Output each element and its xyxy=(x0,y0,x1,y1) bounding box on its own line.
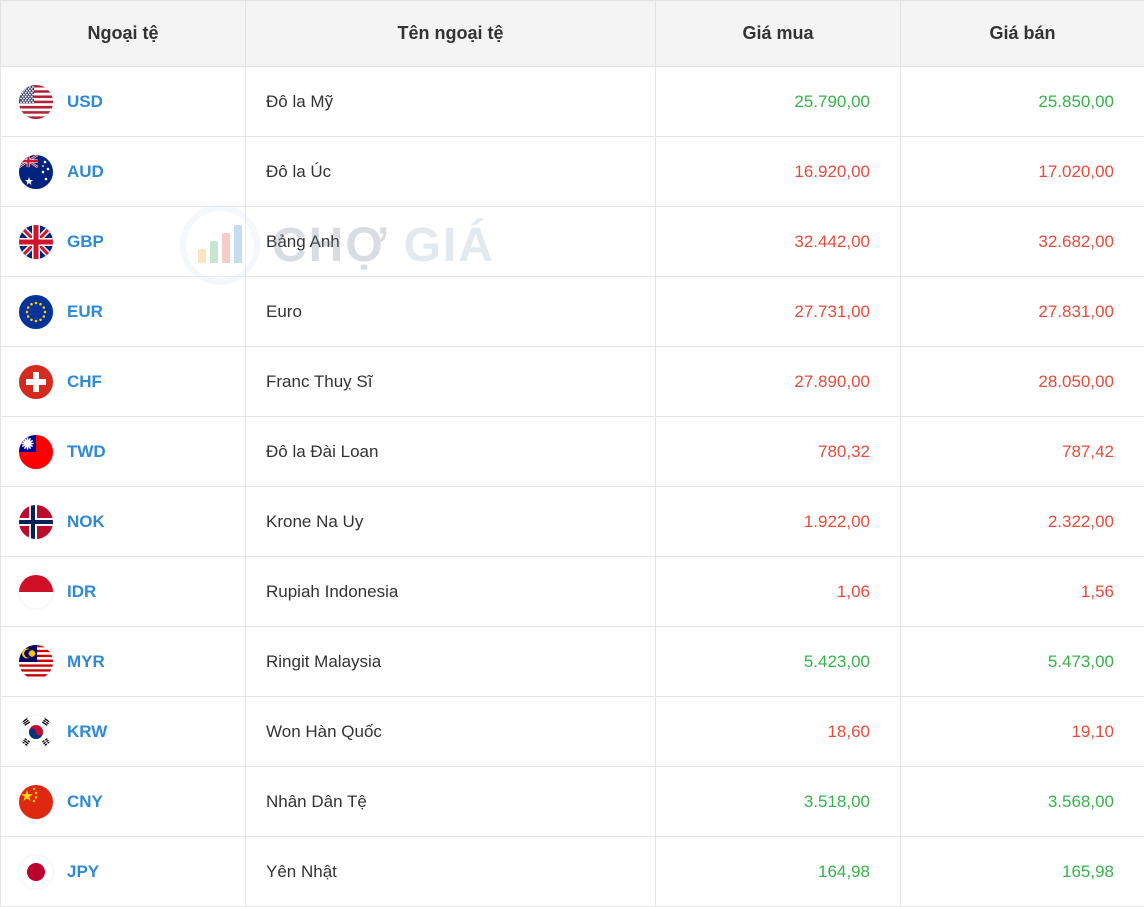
sell-price-cell: 165,98 xyxy=(901,837,1144,907)
currency-cell: EUR xyxy=(1,277,246,347)
table-row: IDR Rupiah Indonesia 1,06 1,56 xyxy=(1,557,1144,627)
flag-icon xyxy=(19,295,53,329)
table-row: MYR Ringit Malaysia 5.423,00 5.473,00 xyxy=(1,627,1144,697)
table-row: CHF Franc Thuỵ Sĩ 27.890,00 28.050,00 xyxy=(1,347,1144,417)
table-row: EUR Euro 27.731,00 27.831,00 xyxy=(1,277,1144,347)
currency-cell: NOK xyxy=(1,487,246,557)
sell-price-cell: 17.020,00 xyxy=(901,137,1144,207)
col-header-buy: Giá mua xyxy=(656,1,901,67)
currency-name-cell: Yên Nhật xyxy=(246,837,656,907)
currency-code-link[interactable]: CNY xyxy=(67,792,103,812)
currency-code-link[interactable]: EUR xyxy=(67,302,103,322)
table-row: NOK Krone Na Uy 1.922,00 2.322,00 xyxy=(1,487,1144,557)
sell-price-cell: 27.831,00 xyxy=(901,277,1144,347)
currency-cell: CHF xyxy=(1,347,246,417)
buy-price-cell: 3.518,00 xyxy=(656,767,901,837)
flag-icon xyxy=(19,365,53,399)
table-row: TWD Đô la Đài Loan 780,32 787,42 xyxy=(1,417,1144,487)
table-row: USD Đô la Mỹ 25.790,00 25.850,00 xyxy=(1,67,1144,137)
exchange-rate-table: Ngoại tệ Tên ngoại tệ Giá mua Giá bán US… xyxy=(0,0,1144,907)
buy-price-cell: 27.731,00 xyxy=(656,277,901,347)
col-header-currency: Ngoại tệ xyxy=(1,1,246,67)
currency-cell: MYR xyxy=(1,627,246,697)
currency-name-cell: Nhân Dân Tệ xyxy=(246,767,656,837)
buy-price-cell: 18,60 xyxy=(656,697,901,767)
flag-icon xyxy=(19,225,53,259)
sell-price-cell: 1,56 xyxy=(901,557,1144,627)
flag-icon xyxy=(19,505,53,539)
sell-price-cell: 3.568,00 xyxy=(901,767,1144,837)
currency-cell: AUD xyxy=(1,137,246,207)
buy-price-cell: 25.790,00 xyxy=(656,67,901,137)
sell-price-cell: 5.473,00 xyxy=(901,627,1144,697)
buy-price-cell: 5.423,00 xyxy=(656,627,901,697)
table-header-row: Ngoại tệ Tên ngoại tệ Giá mua Giá bán xyxy=(1,1,1144,67)
currency-name-cell: Đô la Mỹ xyxy=(246,67,656,137)
col-header-name: Tên ngoại tệ xyxy=(246,1,656,67)
sell-price-cell: 19,10 xyxy=(901,697,1144,767)
flag-icon xyxy=(19,575,53,609)
col-header-sell: Giá bán xyxy=(901,1,1144,67)
currency-name-cell: Bảng Anh xyxy=(246,207,656,277)
table-row: AUD Đô la Úc 16.920,00 17.020,00 xyxy=(1,137,1144,207)
flag-icon xyxy=(19,435,53,469)
currency-name-cell: Đô la Đài Loan xyxy=(246,417,656,487)
currency-code-link[interactable]: AUD xyxy=(67,162,104,182)
currency-code-link[interactable]: USD xyxy=(67,92,103,112)
currency-name-cell: Krone Na Uy xyxy=(246,487,656,557)
flag-icon xyxy=(19,785,53,819)
flag-icon xyxy=(19,855,53,889)
currency-code-link[interactable]: NOK xyxy=(67,512,105,532)
currency-name-cell: Euro xyxy=(246,277,656,347)
currency-name-cell: Won Hàn Quốc xyxy=(246,697,656,767)
currency-cell: GBP xyxy=(1,207,246,277)
currency-code-link[interactable]: TWD xyxy=(67,442,106,462)
exchange-rate-table-container: CHỢ GIÁ Ngoại tệ Tên ngoại tệ Giá mua Gi… xyxy=(0,0,1144,907)
table-row: KRW Won Hàn Quốc 18,60 19,10 xyxy=(1,697,1144,767)
currency-code-link[interactable]: JPY xyxy=(67,862,99,882)
currency-cell: CNY xyxy=(1,767,246,837)
currency-code-link[interactable]: GBP xyxy=(67,232,104,252)
currency-name-cell: Franc Thuỵ Sĩ xyxy=(246,347,656,417)
flag-icon xyxy=(19,85,53,119)
buy-price-cell: 27.890,00 xyxy=(656,347,901,417)
currency-name-cell: Ringit Malaysia xyxy=(246,627,656,697)
sell-price-cell: 787,42 xyxy=(901,417,1144,487)
currency-name-cell: Rupiah Indonesia xyxy=(246,557,656,627)
buy-price-cell: 780,32 xyxy=(656,417,901,487)
buy-price-cell: 16.920,00 xyxy=(656,137,901,207)
buy-price-cell: 1.922,00 xyxy=(656,487,901,557)
buy-price-cell: 32.442,00 xyxy=(656,207,901,277)
currency-cell: IDR xyxy=(1,557,246,627)
buy-price-cell: 164,98 xyxy=(656,837,901,907)
currency-code-link[interactable]: IDR xyxy=(67,582,96,602)
sell-price-cell: 32.682,00 xyxy=(901,207,1144,277)
sell-price-cell: 2.322,00 xyxy=(901,487,1144,557)
currency-cell: USD xyxy=(1,67,246,137)
buy-price-cell: 1,06 xyxy=(656,557,901,627)
currency-name-cell: Đô la Úc xyxy=(246,137,656,207)
currency-code-link[interactable]: KRW xyxy=(67,722,107,742)
table-body: USD Đô la Mỹ 25.790,00 25.850,00 A xyxy=(1,67,1144,907)
sell-price-cell: 28.050,00 xyxy=(901,347,1144,417)
flag-icon xyxy=(19,645,53,679)
table-row: GBP Bảng Anh 32.442,00 32.682,00 xyxy=(1,207,1144,277)
table-row: JPY Yên Nhật 164,98 165,98 xyxy=(1,837,1144,907)
currency-cell: TWD xyxy=(1,417,246,487)
table-row: CNY Nhân Dân Tệ 3.518,00 3.568,00 xyxy=(1,767,1144,837)
flag-icon xyxy=(19,715,53,749)
currency-code-link[interactable]: MYR xyxy=(67,652,105,672)
currency-code-link[interactable]: CHF xyxy=(67,372,102,392)
currency-cell: JPY xyxy=(1,837,246,907)
flag-icon xyxy=(19,155,53,189)
currency-cell: KRW xyxy=(1,697,246,767)
sell-price-cell: 25.850,00 xyxy=(901,67,1144,137)
